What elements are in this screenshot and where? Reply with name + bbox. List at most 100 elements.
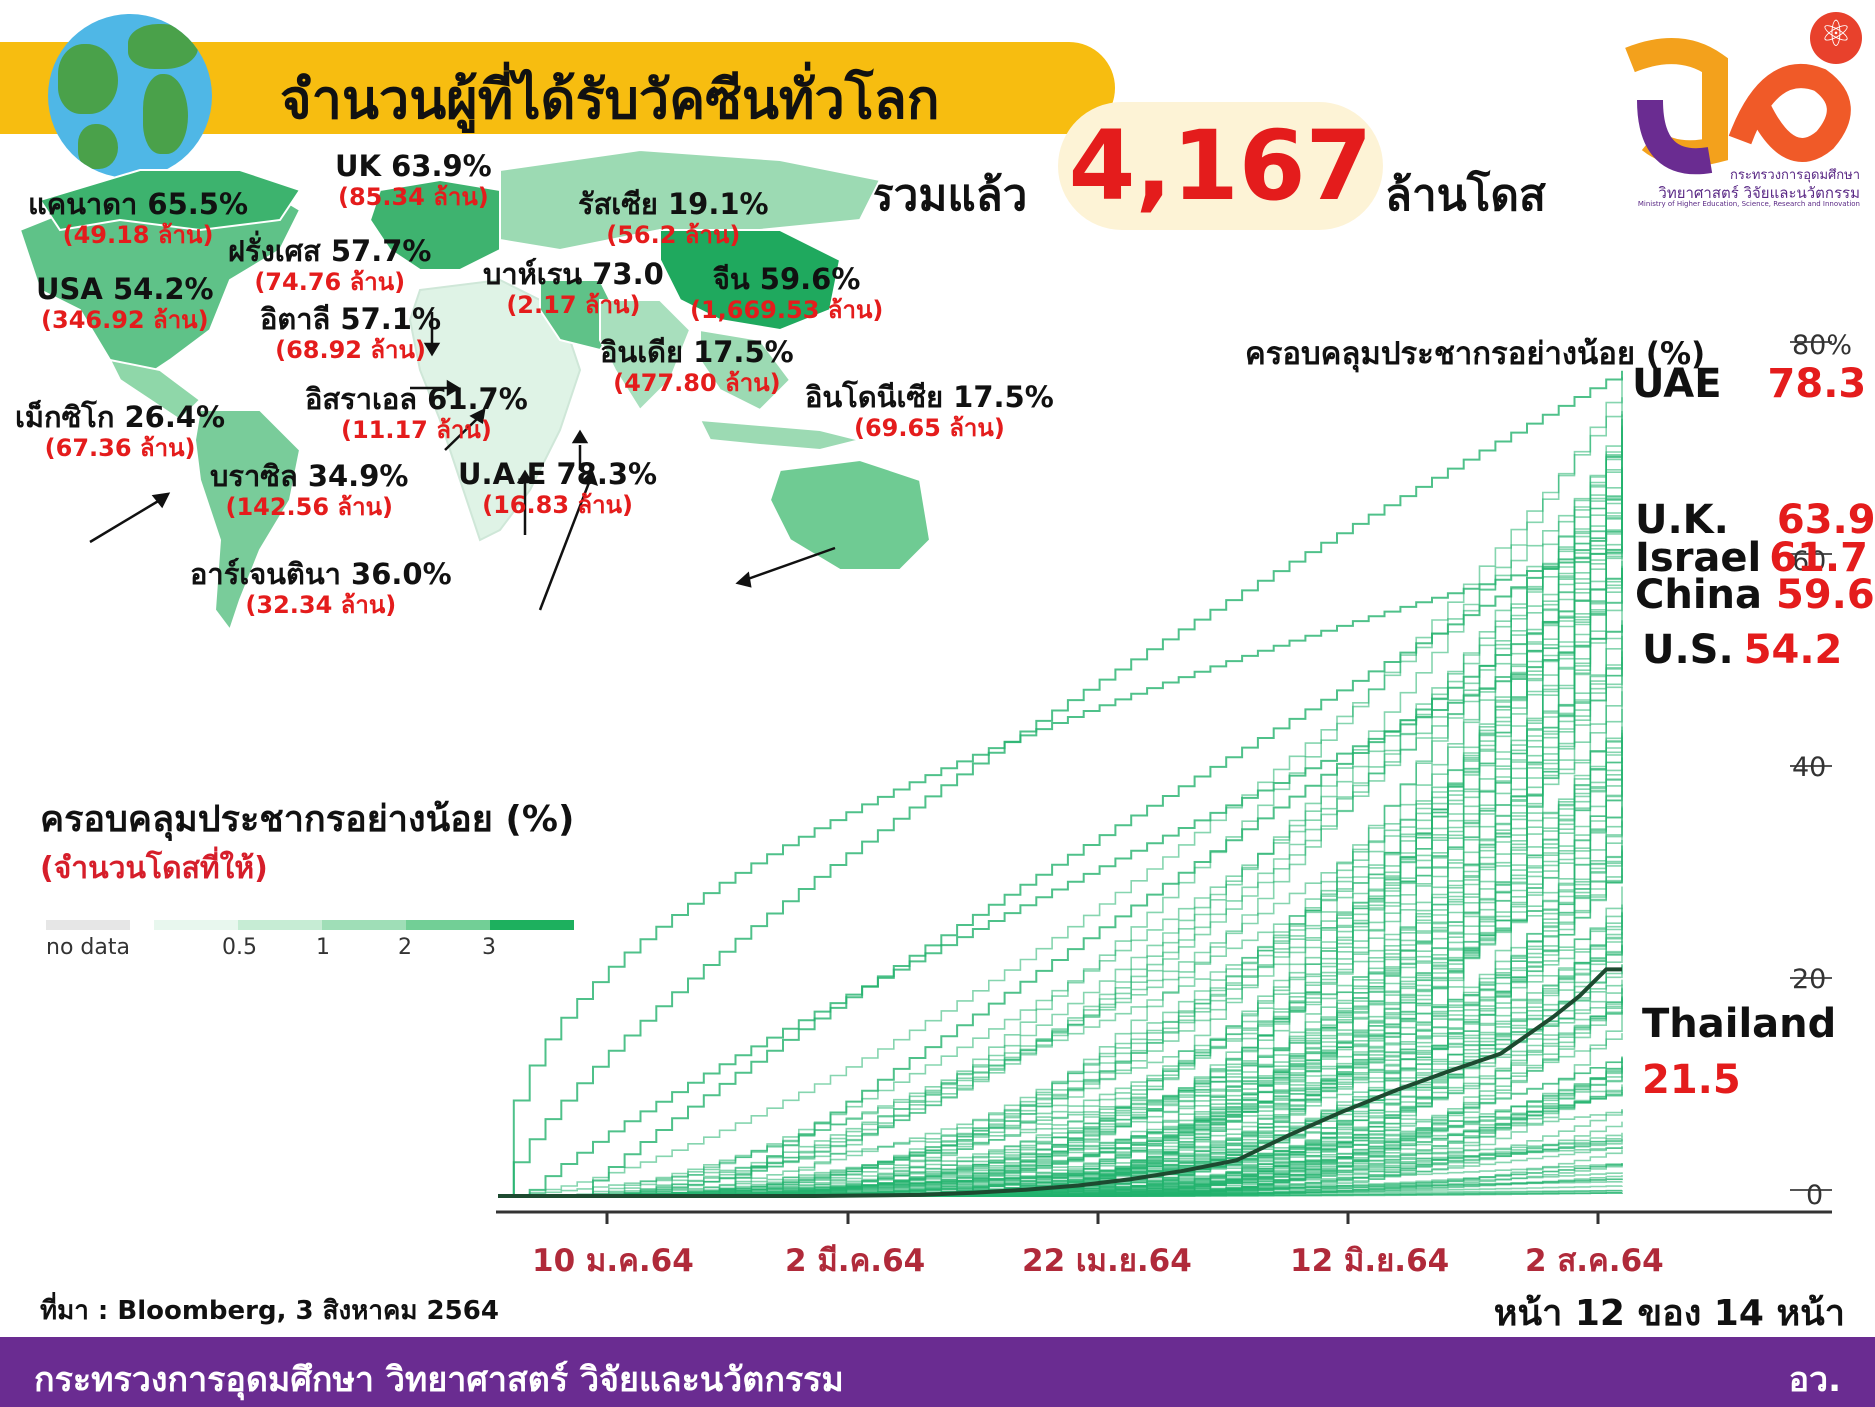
series-line bbox=[498, 656, 1623, 1197]
series-line bbox=[498, 425, 1623, 1197]
series-line bbox=[498, 576, 1623, 1197]
map-label-brazil: บราซิล 34.9% (142.56 ล้าน) bbox=[210, 459, 409, 521]
callout-uk: U.K. 63.9 bbox=[1635, 497, 1875, 543]
legend-tick-3: 3 bbox=[482, 935, 496, 960]
map-label-usa: USA 54.2% (346.92 ล้าน) bbox=[36, 272, 214, 334]
map-label-uae: U.A.E 78.3% (16.83 ล้าน) bbox=[458, 457, 658, 519]
logo-text-line3: Ministry of Higher Education, Science, R… bbox=[1637, 200, 1860, 208]
callout-thailand-name: Thailand bbox=[1642, 1001, 1837, 1047]
world-map bbox=[18, 148, 932, 633]
series-line bbox=[498, 600, 1623, 1197]
x-tick-jun: 12 มิ.ย.64 bbox=[1290, 1243, 1450, 1279]
series-line bbox=[498, 478, 1623, 1197]
map-europe bbox=[368, 178, 501, 271]
total-doses-value: 4,167 bbox=[1068, 110, 1373, 222]
callout-china: China 59.6 bbox=[1635, 572, 1875, 618]
page-indicator: หน้า 12 ของ 14 หน้า bbox=[1493, 1293, 1845, 1334]
x-tick-apr: 22 เม.ย.64 bbox=[1022, 1243, 1192, 1279]
map-label-canada: แคนาดา 65.5% (49.18 ล้าน) bbox=[28, 187, 249, 249]
source-note: ที่มา : Bloomberg, 3 สิงหาคม 2564 bbox=[40, 1296, 499, 1326]
leader-line-4 bbox=[498, 624, 1623, 1197]
leader-line-2 bbox=[498, 522, 1623, 1197]
callout-us: U.S. 54.2 bbox=[1642, 627, 1843, 673]
atom-icon bbox=[1810, 12, 1862, 64]
series-line bbox=[498, 397, 1623, 1197]
y-tick-40: 40 bbox=[1792, 752, 1827, 783]
callout-israel: Israel 61.7 bbox=[1635, 535, 1868, 581]
x-tick-mar: 2 มี.ค.64 bbox=[785, 1243, 926, 1279]
footer-ministry: กระทรวงการอุดมศึกษา วิทยาศาสตร์ วิจัยและ… bbox=[34, 1360, 844, 1400]
leader-line-0 bbox=[498, 370, 1623, 1197]
atom-glyph: ⚛ bbox=[1819, 14, 1853, 55]
map-mexico bbox=[108, 358, 202, 422]
map-china bbox=[659, 229, 842, 332]
logo-text-line1: กระทรวงการอุดมศึกษา bbox=[1730, 168, 1860, 183]
legend-no-data-label: no data bbox=[46, 935, 130, 960]
total-suffix: ล้านโดส bbox=[1385, 170, 1546, 221]
map-label-israel: อิสราเอล 61.7% (11.17 ล้าน) bbox=[305, 382, 528, 444]
x-tick-aug: 2 ส.ค.64 bbox=[1525, 1243, 1664, 1279]
map-label-mexico: เม็กซิโก 26.4% (67.36 ล้าน) bbox=[15, 400, 226, 462]
series-line bbox=[498, 1033, 1623, 1197]
series-line bbox=[498, 575, 1623, 1197]
leader-line-3 bbox=[498, 567, 1623, 1197]
map-canada bbox=[38, 169, 302, 232]
page-title: จำนวนผู้ที่ได้รับวัคซีนทั่วโลก bbox=[280, 68, 940, 131]
thailand-line bbox=[498, 967, 1622, 1198]
y-tick-20: 20 bbox=[1792, 964, 1827, 995]
logo-text-line2: วิทยาศาสตร์ วิจัยและนวัตกรรม bbox=[1658, 184, 1860, 202]
series-line bbox=[498, 875, 1623, 1197]
legend-swatch-4 bbox=[490, 920, 574, 930]
legend-swatch-0 bbox=[154, 920, 238, 930]
series-line bbox=[498, 418, 1623, 1197]
series-line bbox=[498, 419, 1623, 1197]
legend-swatch-no-data bbox=[46, 920, 130, 930]
series-line bbox=[498, 651, 1623, 1197]
y-tick-80: 80% bbox=[1792, 330, 1853, 361]
map-south-america bbox=[193, 409, 302, 633]
legend-tick-0: 0.5 bbox=[222, 935, 257, 960]
y-tick-0: 0 bbox=[1806, 1180, 1824, 1211]
series-line bbox=[498, 555, 1623, 1197]
series-line bbox=[498, 768, 1623, 1197]
series-line bbox=[498, 620, 1623, 1197]
map-russia bbox=[499, 148, 882, 252]
map-southeast-asia bbox=[699, 328, 792, 412]
callout-uae: UAE 78.3 bbox=[1632, 361, 1867, 407]
y-tick-60: 60 bbox=[1792, 546, 1827, 577]
ministry-logo bbox=[1625, 38, 1851, 175]
footer-bar bbox=[0, 1337, 1875, 1407]
series-line bbox=[498, 821, 1623, 1197]
legend-tick-2: 2 bbox=[398, 935, 412, 960]
map-label-argentina: อาร์เจนตินา 36.0% (32.34 ล้าน) bbox=[190, 557, 452, 619]
series-line bbox=[498, 451, 1623, 1197]
series-line bbox=[498, 426, 1623, 1197]
map-india bbox=[599, 299, 692, 412]
series-line bbox=[498, 709, 1623, 1197]
map-label-russia: รัสเซีย 19.1% (56.2 ล้าน) bbox=[578, 187, 769, 249]
map-label-france: ฝรั่งเศส 57.7% (74.76 ล้าน) bbox=[228, 234, 432, 296]
map-label-indonesia: อินโดนีเซีย 17.5% (69.65 ล้าน) bbox=[805, 380, 1054, 442]
map-australia bbox=[768, 458, 932, 571]
total-pill bbox=[1058, 102, 1383, 230]
series-line bbox=[498, 730, 1623, 1197]
legend-swatch-1 bbox=[238, 920, 322, 930]
legend-subtitle: (จำนวนโดสที่ให้) bbox=[40, 851, 268, 886]
chart-title: ครอบคลุมประชากรอย่างน้อย (%) bbox=[1245, 336, 1706, 372]
series-line bbox=[498, 451, 1623, 1197]
legend-swatch-2 bbox=[322, 920, 406, 930]
total-prefix: รวมแล้ว bbox=[870, 170, 1028, 221]
legend-tick-1: 1 bbox=[316, 935, 330, 960]
series-line bbox=[498, 1139, 1623, 1197]
map-label-india: อินเดีย 17.5% (477.80 ล้าน) bbox=[600, 335, 794, 397]
map-label-china: จีน 59.6% (1,669.53 ล้าน) bbox=[690, 262, 884, 324]
leader-line-1 bbox=[498, 545, 1623, 1197]
footer-abbr: อว. bbox=[1788, 1360, 1841, 1400]
map-indonesia bbox=[698, 418, 861, 452]
series-line bbox=[498, 732, 1623, 1197]
callout-thailand-value: 21.5 bbox=[1642, 1057, 1741, 1103]
legend-title: ครอบคลุมประชากรอย่างน้อย (%) bbox=[40, 799, 575, 840]
map-label-italy: อิตาลี 57.1% (68.92 ล้าน) bbox=[260, 302, 442, 364]
legend-swatch-3 bbox=[406, 920, 490, 930]
